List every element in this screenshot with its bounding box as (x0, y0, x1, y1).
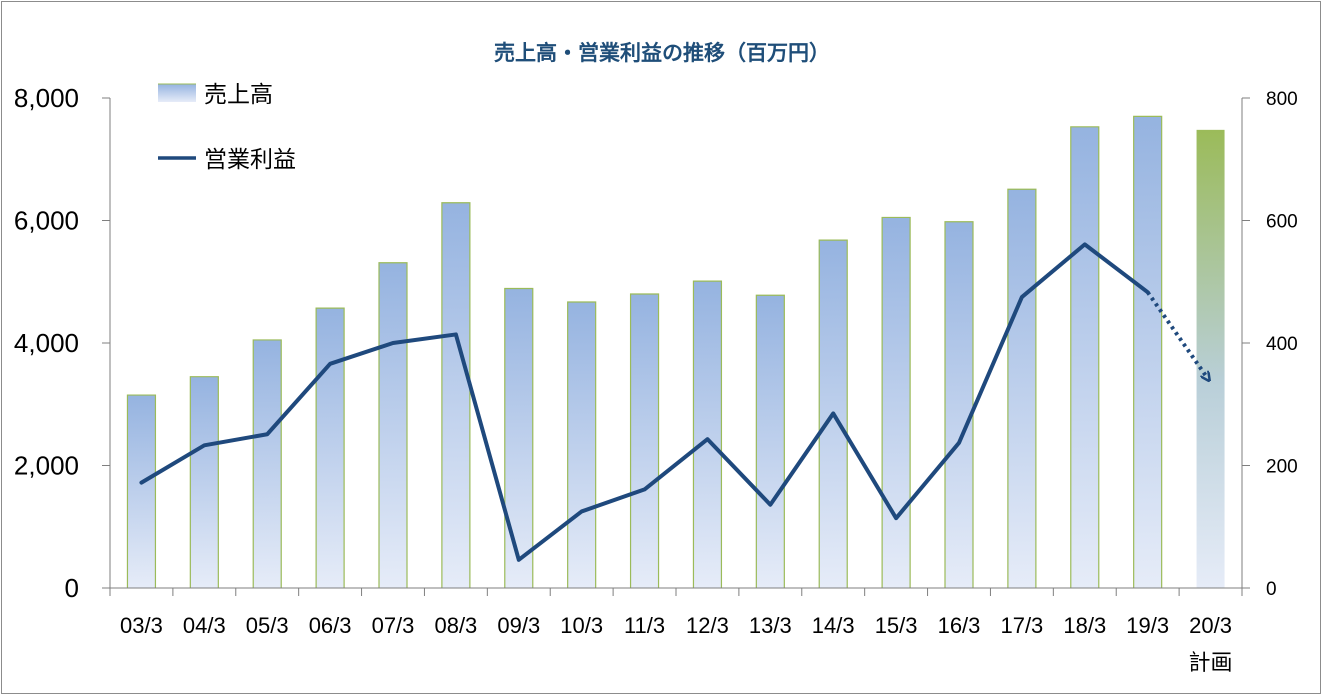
bar-outline (944, 221, 974, 588)
x-tick-label: 07/3 (372, 613, 415, 638)
y-left-tick-label: 8,000 (14, 83, 79, 113)
profit-point (957, 441, 961, 445)
profit-point (454, 332, 458, 336)
profit-point (894, 516, 898, 520)
bar (630, 294, 659, 588)
profit-point (517, 558, 521, 562)
bar (504, 288, 533, 588)
bar (1007, 189, 1036, 588)
x-tick-label: 04/3 (183, 613, 226, 638)
x-tick-label: 12/3 (686, 613, 729, 638)
x-tick-label: 09/3 (497, 613, 540, 638)
profit-point (1146, 290, 1150, 294)
axes: 0 2,000 4,000 6,000 8,000 0 200 400 600 800 03/3 04… (14, 83, 1298, 675)
x-tick-label: 05/3 (246, 613, 289, 638)
bar (127, 395, 156, 588)
bar-outline (126, 394, 157, 588)
profit-point (705, 437, 709, 441)
bar-outline (441, 202, 471, 588)
bar (253, 339, 282, 588)
profit-point (643, 487, 647, 491)
y-left-tick-label: 4,000 (14, 328, 79, 358)
bar-outline (818, 239, 848, 588)
x-tick-label: 06/3 (309, 613, 352, 638)
bar-outline (252, 339, 282, 588)
bar-outline (189, 376, 219, 588)
y-right-tick-label: 400 (1266, 334, 1298, 355)
bar (316, 308, 345, 588)
bar-outline (315, 307, 345, 588)
bar (441, 202, 470, 589)
y-left-tick-label: 6,000 (14, 206, 79, 236)
bar (693, 281, 722, 588)
bar-outline (504, 287, 534, 588)
x-tick-label: 14/3 (812, 613, 855, 638)
bar-series (126, 115, 1225, 589)
bar (756, 295, 785, 588)
bar-outline (378, 262, 408, 588)
y-right-tick-label: 600 (1266, 212, 1298, 233)
x-tick-label: 11/3 (624, 613, 665, 638)
profit-point (580, 509, 584, 513)
x-tick-label: 18/3 (1063, 613, 1106, 638)
bar (1196, 129, 1225, 588)
profit-point (202, 443, 206, 447)
bar (1070, 126, 1099, 588)
bar-outline (629, 293, 660, 588)
y-right-tick-label: 0 (1266, 579, 1277, 600)
bar (190, 376, 219, 588)
x-tick-label: 20/3 (1189, 613, 1232, 638)
x-tick-label: 19/3 (1126, 613, 1169, 638)
bar-outline (1007, 188, 1037, 588)
line-series (139, 242, 1208, 562)
chart-title: 売上高・営業利益の推移（百万円） (494, 41, 830, 65)
x-tick-label: 16/3 (938, 613, 981, 638)
x-tick-label: 13/3 (749, 613, 792, 638)
profit-point (831, 411, 835, 415)
y-right-tick-label: 200 (1266, 457, 1298, 478)
x-tick-sublabel: 計画 (1189, 650, 1233, 675)
bar-outline (1070, 126, 1100, 588)
profit-point (1083, 242, 1087, 246)
bar-outline (755, 294, 785, 588)
x-tick-label: 08/3 (434, 613, 477, 638)
profit-point (1020, 295, 1024, 299)
legend-label-sales: 売上高 (204, 82, 273, 108)
x-tick-label: 03/3 (120, 613, 163, 638)
profit-point (768, 503, 772, 507)
bar (882, 217, 911, 588)
legend-swatch-sales (158, 84, 196, 102)
bar (1133, 116, 1162, 588)
y-left-tick-label: 2,000 (14, 451, 79, 481)
legend-label-profit: 営業利益 (204, 147, 296, 173)
bar-outline (881, 216, 911, 588)
x-tick-label: 15/3 (875, 613, 918, 638)
profit-point (328, 362, 332, 366)
bar-outline (567, 301, 597, 588)
bar (945, 221, 973, 588)
legend: 売上高 営業利益 (158, 82, 296, 173)
bar-outline (1133, 115, 1163, 588)
profit-point (139, 481, 143, 485)
x-tick-label: 17/3 (1000, 613, 1043, 638)
y-left-tick-label: 0 (65, 573, 79, 603)
bar (379, 262, 407, 588)
bar-outline (692, 280, 723, 588)
y-right-tick-label: 800 (1266, 89, 1298, 110)
profit-point (391, 341, 395, 345)
x-tick-label: 10/3 (560, 613, 603, 638)
profit-point (265, 432, 269, 436)
bar (567, 301, 596, 588)
